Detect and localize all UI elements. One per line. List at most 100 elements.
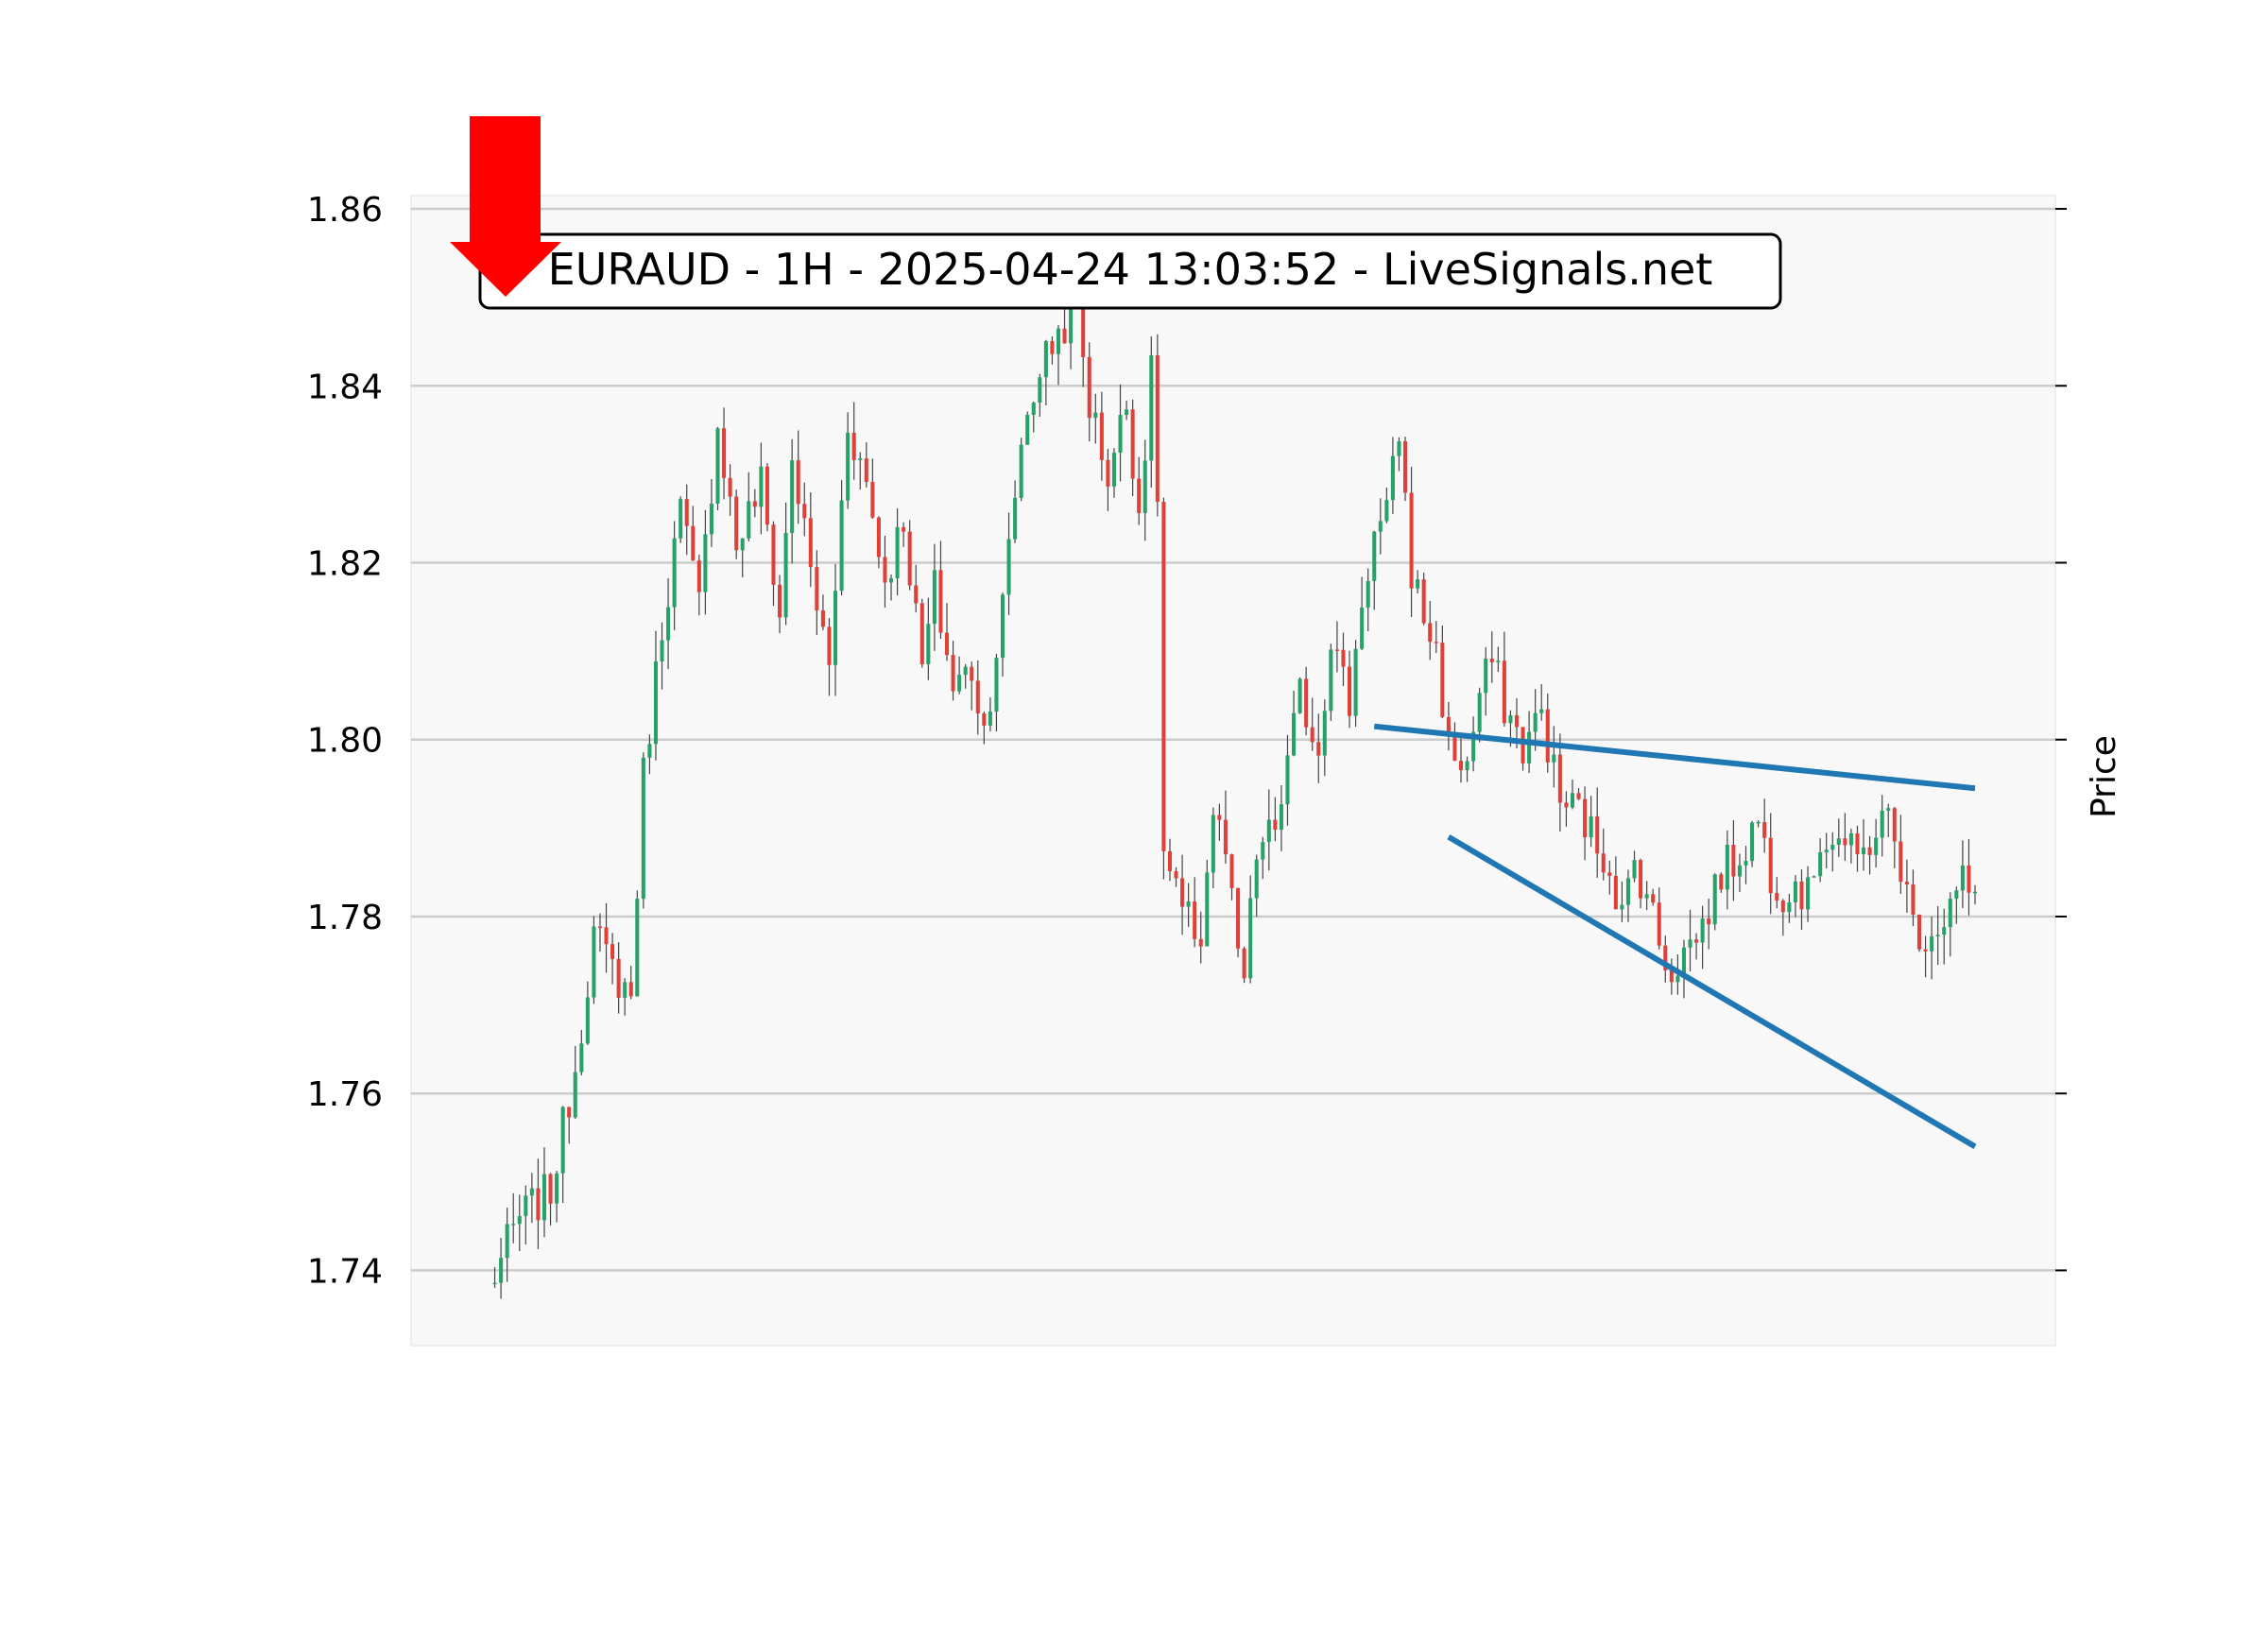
candle-up	[994, 658, 999, 712]
candle-down	[1167, 850, 1172, 871]
candle-up	[1836, 838, 1841, 845]
candle-down	[722, 428, 727, 478]
candle-down	[1409, 492, 1414, 589]
candle-up	[1416, 579, 1420, 589]
candle-up	[957, 675, 962, 692]
candle-down	[1601, 853, 1606, 873]
candle-up	[740, 538, 745, 551]
candle-down	[691, 525, 696, 561]
candle-down	[815, 567, 819, 611]
candle-up	[790, 460, 795, 533]
candle-down	[1514, 714, 1520, 728]
candle-down	[1651, 894, 1656, 903]
candle-up	[1806, 877, 1811, 910]
candle-up	[783, 532, 788, 618]
candle-up	[653, 661, 658, 745]
candle-up	[1812, 876, 1816, 878]
candle-up	[1186, 901, 1191, 907]
candle-up	[1266, 819, 1271, 843]
candle-up	[1149, 354, 1154, 461]
candle-up	[1329, 649, 1333, 712]
candle-up	[1960, 865, 1965, 891]
candle-down	[1564, 802, 1569, 808]
candle-down	[851, 433, 856, 460]
candle-down	[1669, 969, 1674, 983]
candle-up	[1390, 455, 1395, 501]
candle-up	[839, 500, 844, 592]
candle-down	[1273, 819, 1278, 831]
candle-down	[728, 477, 732, 497]
candle-up	[1496, 661, 1501, 662]
candle-up	[1712, 874, 1717, 925]
candle-down	[944, 632, 950, 656]
candle-down	[1217, 815, 1222, 820]
candle-down	[1316, 742, 1321, 756]
candle-down	[1428, 623, 1433, 643]
candle-up	[1787, 901, 1792, 913]
candle-down	[1458, 761, 1464, 771]
gridlines	[411, 207, 2055, 1272]
candle-up	[492, 1282, 497, 1285]
candle-up	[672, 538, 677, 608]
candle-up	[1930, 935, 1934, 952]
y-axis-label: Price	[2085, 735, 2123, 818]
candle-down	[1916, 914, 1922, 950]
candle-down	[696, 560, 701, 592]
candle-down	[597, 926, 603, 929]
candle-down	[1242, 948, 1246, 979]
candle-down	[1174, 870, 1178, 879]
candle-down	[1229, 854, 1234, 888]
chart-title: EURAUD - 1H - 2025-04-24 13:03:52 - Live…	[548, 244, 1713, 295]
candle-down	[1452, 732, 1457, 762]
candle-down	[876, 517, 881, 558]
candle-down	[1762, 821, 1767, 838]
candle-down	[1780, 901, 1785, 913]
candle-up	[641, 757, 645, 900]
candle-up	[1533, 712, 1538, 732]
candle-up	[1397, 441, 1401, 456]
candle-down	[1130, 409, 1135, 479]
candle-up	[895, 526, 900, 579]
candle-up	[1539, 709, 1544, 713]
candle-up	[715, 428, 720, 504]
candle-up	[1681, 947, 1686, 976]
candle-up	[1830, 844, 1835, 850]
candle-down	[752, 501, 757, 507]
candle-up	[1848, 832, 1853, 846]
candle-up	[1886, 808, 1891, 811]
candle-down	[864, 458, 868, 483]
candle-down	[604, 927, 609, 945]
candle-down	[970, 666, 974, 681]
candle-down	[802, 504, 807, 519]
candle-up	[1465, 761, 1469, 771]
trendline	[1373, 723, 1976, 792]
candle-down	[1236, 887, 1241, 949]
down-arrow-icon	[450, 116, 561, 297]
candle-down	[796, 460, 800, 505]
candle-up	[1688, 939, 1692, 948]
candle-up	[1552, 754, 1556, 763]
candle-up	[1620, 904, 1624, 910]
candle-down	[1106, 459, 1110, 487]
candle-up	[1861, 847, 1866, 854]
candle-up	[1942, 927, 1947, 935]
candle-down	[1694, 939, 1699, 943]
candle-up	[1508, 714, 1513, 724]
y-tick-label: 1.84	[307, 368, 383, 406]
candle-up	[1205, 872, 1210, 947]
candle-down	[1402, 441, 1408, 493]
candle-down	[1440, 643, 1445, 717]
candle-up	[1111, 453, 1117, 487]
candle-down	[1310, 727, 1314, 743]
candle-down	[1081, 298, 1086, 357]
candle-up	[1818, 851, 1823, 877]
candle-down	[734, 496, 739, 551]
candle-up	[1118, 415, 1123, 454]
candle-up	[1254, 859, 1259, 899]
candle-down	[827, 626, 832, 665]
candle-down	[1843, 838, 1847, 846]
candle-up	[747, 501, 751, 539]
trendline	[1447, 834, 1977, 1149]
y-tick-label: 1.82	[307, 545, 383, 584]
y-tick-label: 1.86	[307, 191, 383, 230]
